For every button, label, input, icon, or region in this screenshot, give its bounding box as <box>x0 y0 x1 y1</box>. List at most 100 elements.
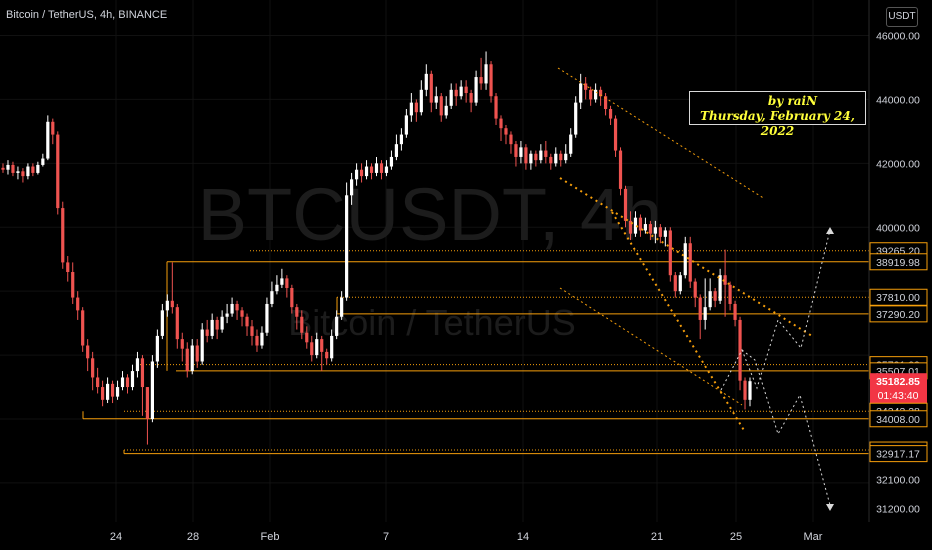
candle-body <box>165 300 169 311</box>
candle-body <box>290 287 294 308</box>
candle-body <box>618 150 623 189</box>
candle-body <box>713 291 717 301</box>
candle-body <box>185 348 189 372</box>
candle-body <box>434 96 438 103</box>
level-tag <box>869 410 928 428</box>
level-tag <box>869 253 928 271</box>
candle-body <box>608 109 613 119</box>
candle-body <box>145 387 150 420</box>
candle-body <box>115 387 120 397</box>
candle-body <box>240 310 244 317</box>
note-author: by raiN <box>767 94 818 108</box>
candle-body <box>235 303 239 311</box>
channel-lower-line <box>559 287 743 406</box>
candle-body <box>464 86 468 94</box>
candle-body <box>663 230 667 237</box>
price-tick-label: 31200.00 <box>876 504 920 516</box>
candle-body <box>449 89 453 106</box>
candle-body <box>21 171 25 177</box>
candle-body <box>120 377 125 388</box>
candle-body <box>325 351 329 359</box>
last-price-label: 35182.85 <box>876 376 920 388</box>
candle-body <box>46 121 50 159</box>
candle-body <box>589 89 593 100</box>
candle-body <box>6 164 10 170</box>
candle-body <box>579 83 583 103</box>
candle-body <box>733 303 737 320</box>
candle-body <box>66 262 70 272</box>
candle-body <box>389 156 394 167</box>
candle-body <box>295 307 299 317</box>
candle-body <box>703 307 707 320</box>
candle-body <box>738 319 742 381</box>
candle-body <box>429 73 433 103</box>
candle-body <box>718 275 722 301</box>
candle-body <box>354 169 359 180</box>
candle-body <box>584 83 588 90</box>
time-tick-label: 25 <box>730 531 742 543</box>
candle-body <box>678 275 682 292</box>
candle-body <box>404 115 408 135</box>
candle-body <box>105 383 110 400</box>
candle-body <box>534 153 538 161</box>
candle-body <box>419 89 423 113</box>
projection-arrow-up <box>826 227 834 234</box>
candle-body <box>345 195 349 298</box>
candle-body <box>280 278 284 285</box>
currency-button[interactable]: USDT <box>886 7 918 27</box>
candle-body <box>489 64 493 97</box>
candle-body <box>399 134 403 145</box>
price-axis[interactable]: 46000.0044000.0042000.0040000.0039265.20… <box>869 31 928 516</box>
candle-body <box>648 224 652 234</box>
time-tick-label: 14 <box>517 531 529 543</box>
candle-body <box>36 164 40 173</box>
candle-body <box>643 224 648 231</box>
price-tick-label: 44000.00 <box>876 94 920 106</box>
candle-body <box>379 163 384 173</box>
candle-body <box>285 278 289 288</box>
candle-body <box>683 243 687 276</box>
candle-body <box>494 96 498 119</box>
candle-body <box>748 381 752 400</box>
candle-body <box>439 96 443 116</box>
candle-body <box>374 163 379 173</box>
candle-body <box>454 89 458 97</box>
candle-body <box>504 128 508 135</box>
level-tag <box>869 305 928 323</box>
candle-body <box>603 96 608 110</box>
projection-path-down <box>741 349 831 506</box>
candle-body <box>539 150 543 161</box>
candle-body <box>613 118 618 151</box>
level-tag <box>869 288 928 306</box>
candle-body <box>529 153 533 164</box>
candle-body <box>101 387 105 400</box>
candle-body <box>51 121 55 135</box>
time-axis[interactable]: 24 28 Feb 7 14 21 25 Mar <box>110 531 823 543</box>
candle-body <box>155 335 159 362</box>
candle-body <box>61 208 65 263</box>
candle-body <box>514 144 518 157</box>
candle-body <box>599 89 603 97</box>
candle-body <box>359 169 364 177</box>
candle-body <box>135 358 140 372</box>
price-tick-label: 42000.00 <box>876 158 920 170</box>
candle-body <box>1 167 5 170</box>
candle-body <box>340 297 344 317</box>
candle-body <box>688 243 692 282</box>
candle-body <box>215 319 219 330</box>
price-levels <box>82 250 869 455</box>
candle-body <box>623 188 628 221</box>
candle-body <box>175 307 179 340</box>
candle-body <box>260 332 264 346</box>
candle-body <box>180 339 184 349</box>
candle-body <box>633 217 638 234</box>
candle-body <box>140 358 145 388</box>
candles <box>1 51 752 445</box>
candle-body <box>459 86 463 97</box>
candle-body <box>305 332 309 343</box>
candle-body <box>509 134 513 145</box>
candle-body <box>743 380 747 400</box>
time-tick-label: 24 <box>110 531 122 543</box>
candle-body <box>265 303 269 333</box>
